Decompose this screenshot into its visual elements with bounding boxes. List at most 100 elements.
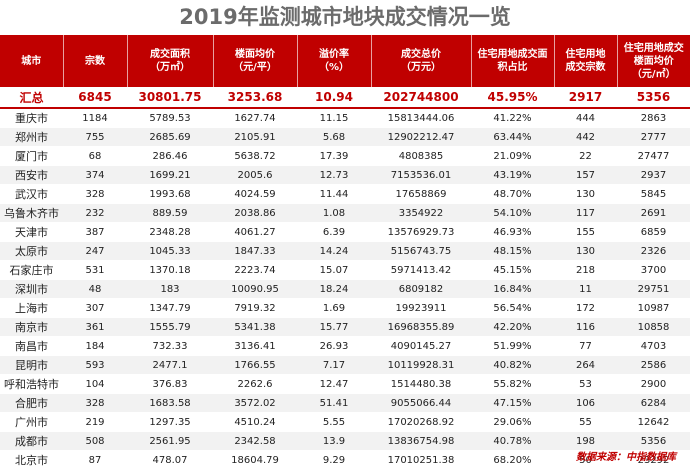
summary-cell: 45.95% — [471, 87, 554, 109]
table-row: 合肥市 328 1683.58 3572.02 51.41 9055066.44 47.15… — [0, 393, 690, 413]
table-cell: 4061.27 — [213, 222, 297, 242]
table-cell: 13836754.98 — [371, 431, 471, 451]
table-cell: 2262.6 — [213, 374, 297, 394]
table-cell: 11.44 — [297, 184, 371, 204]
summary-cell: 10.94 — [297, 87, 371, 109]
page-title: 2019年监测城市地块成交情况一览 — [179, 5, 511, 29]
table-cell: 1993.68 — [127, 184, 213, 204]
table-cell: 6859 — [617, 222, 690, 242]
table-cell: 10858 — [617, 317, 690, 337]
table-row: 成都市 508 2561.95 2342.58 13.9 13836754.98 40.78… — [0, 431, 690, 451]
table-cell: 2477.1 — [127, 355, 213, 375]
table-cell: 21.09% — [471, 146, 554, 166]
city-name: 北京市 — [0, 450, 63, 470]
table-cell: 6.39 — [297, 222, 371, 242]
column-header: 成交总价 （万元） — [371, 35, 472, 87]
table-cell: 27477 — [617, 146, 690, 166]
table-cell: 10987 — [617, 298, 690, 318]
table-cell: 755 — [63, 127, 127, 147]
table-row: 石家庄市 531 1370.18 2223.74 15.07 5971413.42 45.1… — [0, 260, 690, 280]
table-cell: 4090145.27 — [371, 336, 471, 356]
table-cell: 508 — [63, 431, 127, 451]
table-cell: 87 — [63, 450, 127, 470]
table-cell: 5845 — [617, 184, 690, 204]
city-name: 合肥市 — [0, 393, 63, 413]
table-cell: 218 — [554, 260, 617, 280]
table-cell: 2586 — [617, 355, 690, 375]
table-cell: 17.39 — [297, 146, 371, 166]
table-cell: 1347.79 — [127, 298, 213, 318]
city-name: 郑州市 — [0, 127, 63, 147]
table-cell: 16.84% — [471, 279, 554, 299]
table-cell: 3354922 — [371, 203, 471, 223]
table-cell: 13576929.73 — [371, 222, 471, 242]
table-cell: 55.82% — [471, 374, 554, 394]
table-cell: 198 — [554, 431, 617, 451]
table-cell: 3572.02 — [213, 393, 297, 413]
table-cell: 2005.6 — [213, 165, 297, 185]
table-cell: 2223.74 — [213, 260, 297, 280]
table-cell: 219 — [63, 412, 127, 432]
table-cell: 11.15 — [297, 108, 371, 128]
summary-label: 汇总 — [0, 87, 63, 109]
table-cell: 40.78% — [471, 431, 554, 451]
table-cell: 54.10% — [471, 203, 554, 223]
table-cell: 56.54% — [471, 298, 554, 318]
table-cell: 1297.35 — [127, 412, 213, 432]
table-cell: 1045.33 — [127, 241, 213, 261]
table-cell: 4024.59 — [213, 184, 297, 204]
table-cell: 2937 — [617, 165, 690, 185]
table-cell: 17010251.38 — [371, 450, 471, 470]
table-header-row: 城市 宗数 成交面积 （万㎡） 楼面均价 （元/平） 溢价率 （%） 成交总价 （万元） 住宅用地成… — [0, 35, 690, 87]
table-cell: 42.20% — [471, 317, 554, 337]
table-cell: 17020268.92 — [371, 412, 471, 432]
table-cell: 1370.18 — [127, 260, 213, 280]
table-row: 南京市 361 1555.79 5341.38 15.77 16968355.89 42.2… — [0, 317, 690, 337]
summary-cell: 2917 — [554, 87, 617, 109]
table-cell: 4808385 — [371, 146, 471, 166]
table-cell: 2777 — [617, 127, 690, 147]
table-cell: 104 — [63, 374, 127, 394]
table-cell: 478.07 — [127, 450, 213, 470]
table-cell: 116 — [554, 317, 617, 337]
table-cell: 117 — [554, 203, 617, 223]
table-cell: 307 — [63, 298, 127, 318]
table-cell: 130 — [554, 241, 617, 261]
table-cell: 40.82% — [471, 355, 554, 375]
table-cell: 22 — [554, 146, 617, 166]
city-name: 广州市 — [0, 412, 63, 432]
table-cell: 5971413.42 — [371, 260, 471, 280]
table-row: 上海市 307 1347.79 7919.32 1.69 19923911 56.54% 17… — [0, 298, 690, 318]
city-name: 乌鲁木齐市 — [0, 203, 63, 223]
table-cell: 9055066.44 — [371, 393, 471, 413]
table-row: 厦门市 68 286.46 5638.72 17.39 4808385 21.09% 22 27… — [0, 146, 690, 166]
table-cell: 12.47 — [297, 374, 371, 394]
table-cell: 130 — [554, 184, 617, 204]
table-row: 呼和浩特市 104 376.83 2262.6 12.47 1514480.38 55.82… — [0, 374, 690, 394]
city-name: 南昌市 — [0, 336, 63, 356]
summary-cell: 3253.68 — [213, 87, 297, 109]
table-cell: 41.22% — [471, 108, 554, 128]
city-name: 深圳市 — [0, 279, 63, 299]
table-cell: 29751 — [617, 279, 690, 299]
table-row: 武汉市 328 1993.68 4024.59 11.44 17658869 48.70% 1… — [0, 184, 690, 204]
column-header: 住宅用地成交 楼面均价 （元/㎡） — [617, 35, 690, 87]
table-cell: 29.06% — [471, 412, 554, 432]
table-cell: 1699.21 — [127, 165, 213, 185]
table-cell: 18.24 — [297, 279, 371, 299]
table-cell: 2900 — [617, 374, 690, 394]
table-cell: 12902212.47 — [371, 127, 471, 147]
table-cell: 531 — [63, 260, 127, 280]
table-cell: 10119928.31 — [371, 355, 471, 375]
table-cell: 328 — [63, 393, 127, 413]
table-cell: 1847.33 — [213, 241, 297, 261]
table-cell: 2105.91 — [213, 127, 297, 147]
table-cell: 5.55 — [297, 412, 371, 432]
table-cell: 376.83 — [127, 374, 213, 394]
table-cell: 2348.28 — [127, 222, 213, 242]
table-cell: 45.15% — [471, 260, 554, 280]
table-cell: 3700 — [617, 260, 690, 280]
table-cell: 155 — [554, 222, 617, 242]
summary-cell: 5356 — [617, 87, 690, 109]
table-row: 北京市 87 478.07 18604.79 9.29 17010251.38 68.20%… — [0, 450, 690, 470]
